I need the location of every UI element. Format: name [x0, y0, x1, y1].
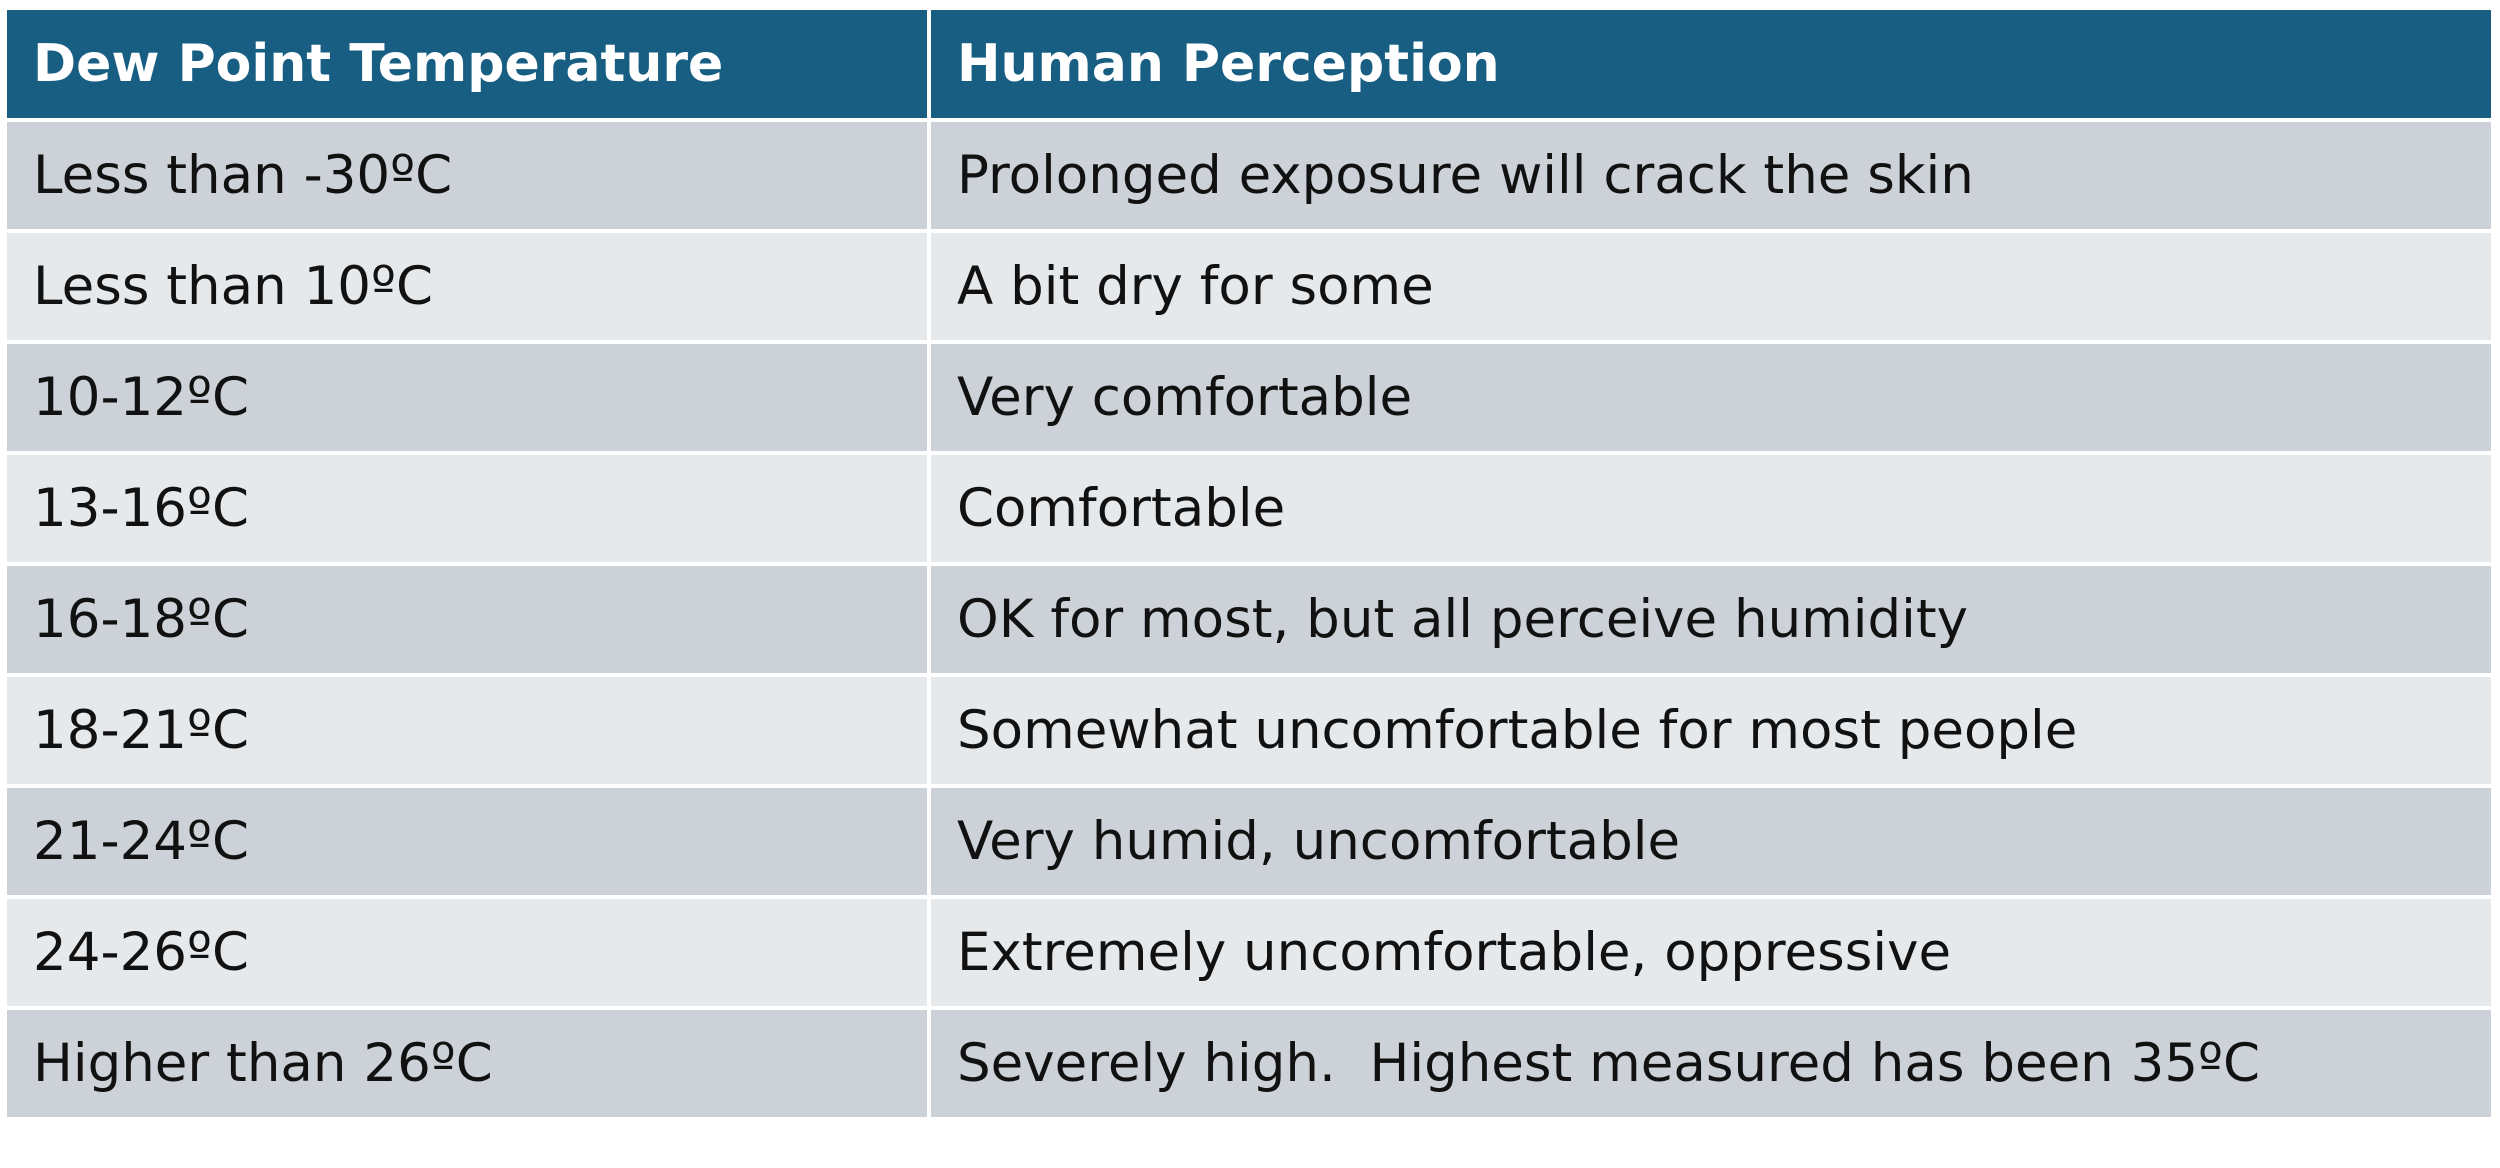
table-row: 18-21ºC Somewhat uncomfortable for most p… [3, 673, 2495, 788]
temperature-cell: 13-16ºC [3, 451, 931, 566]
temperature-cell: Less than -30ºC [3, 118, 931, 233]
perception-cell: A bit dry for some [927, 229, 2495, 344]
table-row: 16-18ºC OK for most, but all perceive hum… [3, 562, 2495, 677]
perception-cell: Very humid, uncomfortable [927, 784, 2495, 899]
perception-cell: Severely high. Highest measured has been… [927, 1006, 2495, 1121]
temperature-cell: 18-21ºC [3, 673, 931, 788]
dew-point-table: Dew Point Temperature Human Perception L… [3, 6, 2495, 1121]
perception-cell: Somewhat uncomfortable for most people [927, 673, 2495, 788]
temperature-cell: 24-26ºC [3, 895, 931, 1010]
table-row: Higher than 26ºC Severely high. Highest m… [3, 1006, 2495, 1121]
perception-cell: Comfortable [927, 451, 2495, 566]
table-row: Less than 10ºC A bit dry for some [3, 229, 2495, 344]
perception-cell: Prolonged exposure will crack the skin [927, 118, 2495, 233]
table-row: 13-16ºC Comfortable [3, 451, 2495, 566]
table-row: 21-24ºC Very humid, uncomfortable [3, 784, 2495, 899]
header-cell: Human Perception [927, 6, 2495, 122]
table-row: 24-26ºC Extremely uncomfortable, oppressi… [3, 895, 2495, 1010]
temperature-cell: 16-18ºC [3, 562, 931, 677]
table-row: Less than -30ºC Prolonged exposure will c… [3, 118, 2495, 233]
temperature-cell: Less than 10ºC [3, 229, 931, 344]
perception-cell: Extremely uncomfortable, oppressive [927, 895, 2495, 1010]
perception-cell: OK for most, but all perceive humidity [927, 562, 2495, 677]
table-header: Dew Point Temperature Human Perception [3, 6, 2495, 122]
table-row: 10-12ºC Very comfortable [3, 340, 2495, 455]
header-row: Dew Point Temperature Human Perception [3, 6, 2495, 122]
header-cell: Dew Point Temperature [3, 6, 931, 122]
temperature-cell: 21-24ºC [3, 784, 931, 899]
perception-cell: Very comfortable [927, 340, 2495, 455]
temperature-cell: 10-12ºC [3, 340, 931, 455]
table-body: Less than -30ºC Prolonged exposure will c… [3, 118, 2495, 1121]
temperature-cell: Higher than 26ºC [3, 1006, 931, 1121]
